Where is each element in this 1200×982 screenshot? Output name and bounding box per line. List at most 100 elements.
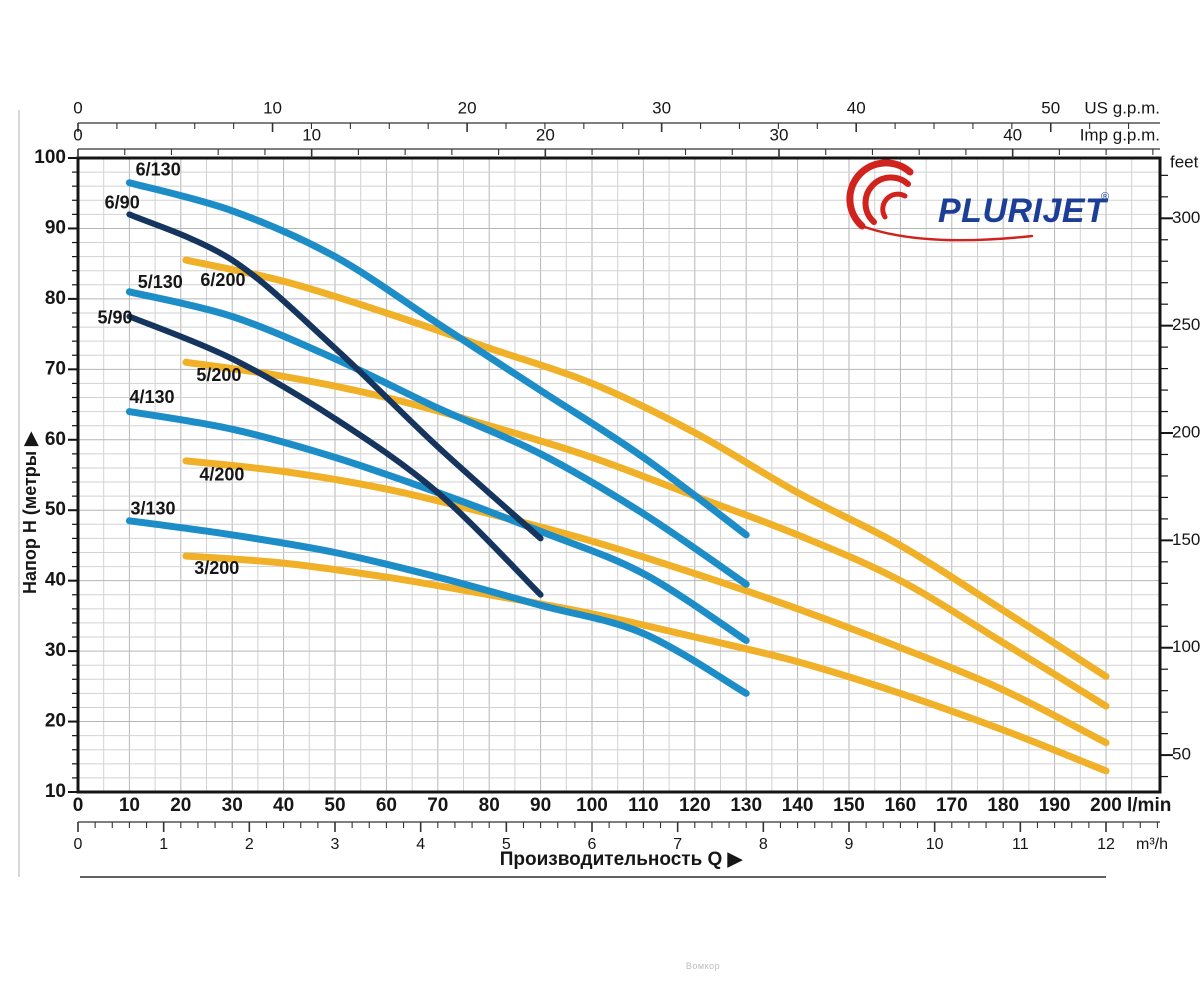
x-axis-usgpm-label: 40 — [847, 98, 866, 117]
m3h-label: 4 — [416, 836, 425, 853]
feet-label: 50 — [1172, 745, 1191, 764]
m3h-label: 9 — [845, 836, 854, 853]
x-axis-usgpm-label: 30 — [652, 98, 671, 117]
y-label: 70 — [45, 358, 66, 379]
lmin-label: 90 — [530, 795, 551, 816]
curve-label-6-200: 6/200 — [200, 270, 245, 290]
x-axis-title: Производительность Q ▶ — [500, 849, 744, 870]
m3h-label: 10 — [926, 836, 944, 853]
x-axis-m3h: 0 1 2 3 4 5 6 7 8 9 10 11 12 m³/h — [74, 821, 1168, 853]
curve-label-6-90: 6/90 — [105, 193, 140, 213]
x-axis-usgpm-label: 50 — [1041, 98, 1060, 117]
x-axis-usgpm-label: 20 — [458, 98, 477, 117]
y-label: 30 — [45, 640, 66, 661]
feet-unit-label: feet — [1170, 152, 1199, 171]
curves — [125, 179, 1110, 775]
x-axis-impgpm-label: 20 — [536, 125, 555, 144]
m3h-label: 0 — [74, 836, 83, 853]
lmin-label: 40 — [273, 795, 294, 816]
curve-3-130 — [125, 517, 750, 697]
lmin-label: 50 — [324, 795, 345, 816]
y-axis-meters: 10 20 30 40 50 60 70 80 90 100 Напор H (метры ▶ — [20, 147, 78, 802]
x-axis-usgpm: 0 10 20 30 40 50 US g.p.m. — [73, 98, 1160, 132]
curve-label-4-130: 4/130 — [129, 387, 174, 407]
y-label: 20 — [45, 711, 66, 732]
curve-labels: 6/200 5/200 4/200 3/200 6/130 5/130 4/130 3/130… — [97, 159, 245, 578]
lmin-label: 10 — [119, 795, 140, 816]
curve-label-5-200: 5/200 — [196, 365, 241, 385]
lmin-label: 80 — [479, 795, 500, 816]
lmin-label: 130 — [730, 795, 762, 816]
y-label: 50 — [45, 499, 66, 520]
x-axis-impgpm-label: 0 — [73, 125, 82, 144]
m3h-label: 5 — [502, 836, 511, 853]
brand-logo: PLURIJET® — [846, 159, 1109, 242]
x-axis-usgpm-unit: US g.p.m. — [1084, 98, 1160, 117]
brand-name: PLURIJET — [938, 192, 1109, 230]
lmin-label: 60 — [376, 795, 397, 816]
swoosh-tail — [860, 224, 1034, 242]
lmin-label: 150 — [833, 795, 865, 816]
y-label: 100 — [34, 147, 66, 168]
lmin-label: 100 — [576, 795, 608, 816]
curve-6-90 — [126, 211, 544, 542]
y-label: 80 — [45, 288, 66, 309]
curve-label-5-90: 5/90 — [97, 307, 132, 327]
lmin-label: 160 — [885, 795, 917, 816]
lmin-label: 120 — [679, 795, 711, 816]
m3h-label: 11 — [1012, 836, 1029, 853]
curve-label-4-200: 4/200 — [199, 464, 244, 484]
y-label: 90 — [45, 217, 66, 238]
curve-label-3-200: 3/200 — [194, 558, 239, 578]
curve-6-200 — [182, 256, 1110, 680]
feet-label: 100 — [1172, 637, 1200, 656]
feet-label: 300 — [1172, 208, 1200, 227]
y-label: 60 — [45, 429, 66, 450]
m3h-label: 2 — [245, 836, 254, 853]
m3h-label: 6 — [588, 836, 597, 853]
lmin-label: 20 — [170, 795, 191, 816]
y-axis-title: Напор H (метры ▶ — [20, 431, 40, 594]
x-axis-impgpm-label: 10 — [302, 125, 321, 144]
x-axis-impgpm-unit: Imp g.p.m. — [1080, 125, 1160, 144]
x-axis-impgpm: 0 10 20 30 40 Imp g.p.m. — [73, 125, 1160, 158]
x-axis-impgpm-label: 30 — [770, 125, 789, 144]
curve-5-130 — [125, 288, 750, 588]
swoosh-arc-outer — [846, 159, 914, 230]
curve-label-6-130: 6/130 — [136, 159, 181, 179]
lmin-label: 0 — [73, 795, 84, 816]
m3h-label: 1 — [159, 836, 168, 853]
x-axis-usgpm-label: 0 — [73, 98, 82, 117]
lmin-label: 30 — [222, 795, 243, 816]
lmin-unit: l/min — [1127, 795, 1171, 816]
m3h-label: 3 — [331, 836, 340, 853]
curve-5-90 — [126, 313, 544, 598]
brand-registered-mark: ® — [1101, 191, 1109, 203]
y-label: 10 — [45, 781, 66, 802]
feet-label: 250 — [1172, 315, 1200, 334]
m3h-label: 7 — [673, 836, 682, 853]
watermark: Вомкор — [685, 961, 721, 971]
y-axis-feet: 50 100 150 200 250 300 feet — [1160, 152, 1200, 778]
curve-3-200 — [182, 552, 1110, 775]
plot-border — [76, 156, 1162, 794]
y-label: 40 — [45, 570, 66, 591]
curve-4-200 — [182, 457, 1110, 747]
m3h-unit: m³/h — [1136, 836, 1168, 853]
m3h-label: 8 — [759, 836, 768, 853]
x-axis-usgpm-label: 10 — [263, 98, 282, 117]
lmin-label: 180 — [987, 795, 1019, 816]
lmin-label: 190 — [1039, 795, 1071, 816]
curve-6-130 — [125, 179, 750, 539]
swoosh-arc-inner — [880, 191, 908, 220]
lmin-label: 170 — [936, 795, 968, 816]
curve-label-5-130: 5/130 — [138, 272, 183, 292]
curve-label-3-130: 3/130 — [131, 498, 176, 518]
m3h-label: 12 — [1097, 836, 1115, 853]
swoosh-arc-middle — [862, 174, 911, 225]
lmin-label: 140 — [782, 795, 814, 816]
x-axis-lmin: 0 10 20 30 40 50 60 70 80 90 100 110 120 130 140 150 160… — [73, 795, 1172, 816]
brand-swoosh-icon — [846, 159, 1034, 242]
x-axis-impgpm-label: 40 — [1003, 125, 1022, 144]
